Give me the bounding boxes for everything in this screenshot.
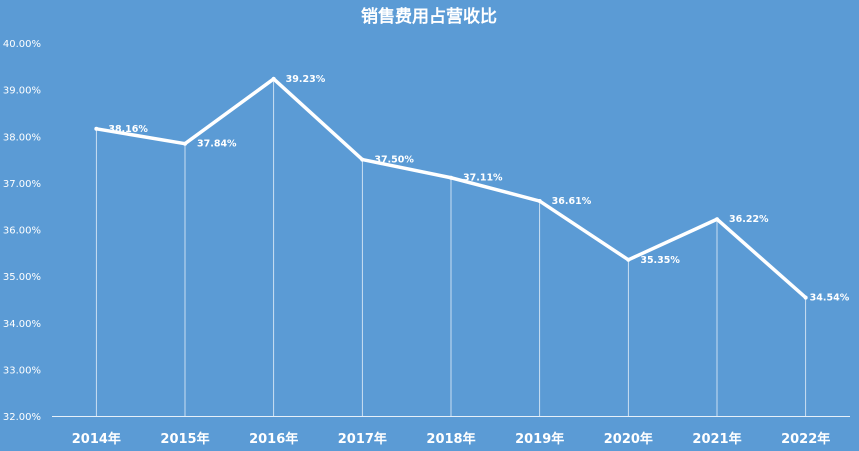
data-point: [449, 175, 453, 180]
data-point: [183, 141, 187, 146]
x-tick-label: 2020年: [604, 431, 653, 447]
data-point: [803, 295, 808, 300]
y-tick-label: 34.00%: [3, 319, 41, 330]
y-tick-label: 40.00%: [3, 39, 41, 50]
drop-lines: [95, 78, 807, 416]
chart-title: 销售费用占营收比: [361, 6, 497, 27]
y-tick-label: 38.00%: [3, 132, 41, 143]
y-tick-label: 36.00%: [3, 226, 41, 237]
x-tick-label: 2016年: [249, 431, 298, 447]
data-label: 39.23%: [286, 74, 326, 85]
x-tick-label: 2014年: [72, 431, 121, 447]
series-line: [94, 76, 808, 300]
x-tick-label: 2022年: [781, 431, 830, 447]
data-labels: 38.16% 37.84% 39.23% 37.50% 37.11% 36.61% 35.3…: [108, 74, 849, 304]
data-label: 34.54%: [810, 293, 850, 304]
x-tick-label: 2018年: [426, 431, 475, 447]
data-label: 37.11%: [463, 173, 503, 184]
x-tick-label: 2019年: [515, 431, 564, 447]
x-tick-label: 2017年: [338, 431, 387, 447]
y-tick-label: 37.00%: [3, 179, 41, 190]
data-label: 37.50%: [374, 155, 414, 166]
data-point: [360, 157, 365, 162]
data-point: [271, 76, 276, 81]
y-axis: 32.00% 33.00% 34.00% 35.00% 36.00% 37.00% 38.0…: [3, 39, 41, 423]
data-point: [94, 126, 99, 131]
y-tick-label: 32.00%: [3, 412, 41, 423]
x-tick-label: 2015年: [160, 431, 209, 447]
data-label: 38.16%: [108, 124, 148, 135]
data-label: 36.61%: [552, 196, 592, 207]
data-label: 35.35%: [640, 255, 680, 266]
data-point: [715, 217, 719, 222]
y-tick-label: 35.00%: [3, 272, 41, 283]
y-tick-label: 39.00%: [3, 86, 41, 97]
data-point: [626, 257, 631, 262]
x-tick-label: 2021年: [692, 431, 741, 447]
x-axis: 2014年 2015年 2016年 2017年 2018年 2019年 2020年 2021年…: [52, 416, 850, 447]
data-label: 37.84%: [197, 139, 237, 150]
data-label: 36.22%: [729, 214, 769, 225]
data-point: [537, 199, 542, 204]
y-tick-label: 33.00%: [3, 365, 41, 376]
